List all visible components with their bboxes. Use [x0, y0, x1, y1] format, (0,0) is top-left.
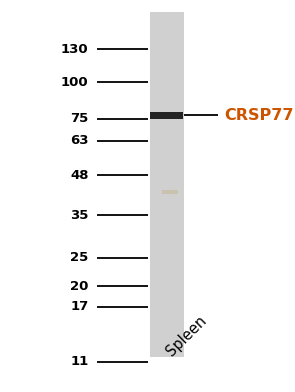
Text: CRSP77: CRSP77	[224, 108, 294, 123]
Bar	[162, 191, 178, 194]
Bar	[150, 112, 183, 119]
Text: 63: 63	[70, 134, 88, 147]
Text: 11: 11	[70, 355, 88, 368]
Text: 48: 48	[70, 169, 88, 182]
Text: 35: 35	[70, 209, 88, 222]
Text: 130: 130	[61, 43, 88, 56]
Text: 75: 75	[70, 112, 88, 125]
Text: 25: 25	[70, 251, 88, 264]
Text: 17: 17	[70, 300, 88, 313]
Text: Spleen: Spleen	[164, 313, 210, 359]
Text: 20: 20	[70, 279, 88, 292]
Text: 100: 100	[61, 76, 88, 89]
Bar	[150, 12, 183, 357]
